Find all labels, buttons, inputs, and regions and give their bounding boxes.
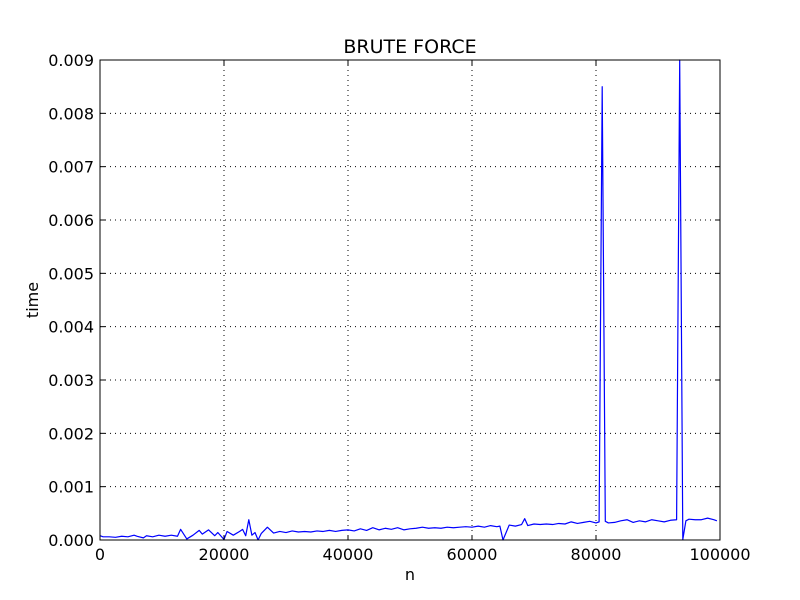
x-tick-label: 0: [95, 545, 105, 564]
x-tick-label: 60000: [447, 545, 498, 564]
y-tick-label: 0.000: [48, 531, 94, 550]
tick-layer: [99, 59, 721, 541]
y-tick-label: 0.006: [48, 211, 94, 230]
y-tick-label: 0.002: [48, 424, 94, 443]
y-tick-label: 0.003: [48, 371, 94, 390]
y-tick-label: 0.008: [48, 104, 94, 123]
y-tick-label: 0.007: [48, 158, 94, 177]
x-tick-label: 80000: [571, 545, 622, 564]
y-tick-label: 0.005: [48, 264, 94, 283]
y-axis-label: time: [23, 282, 42, 318]
y-tick-label: 0.009: [48, 51, 94, 70]
grid-layer: [100, 60, 720, 540]
x-axis-label: n: [405, 565, 415, 584]
x-tick-label: 20000: [199, 545, 250, 564]
x-tick-label: 40000: [323, 545, 374, 564]
x-tick-label: 100000: [689, 545, 750, 564]
y-tick-label: 0.001: [48, 478, 94, 497]
y-tick-label: 0.004: [48, 318, 94, 337]
plot-area: [100, 60, 720, 540]
series-layer: [99, 59, 718, 541]
chart-title: BRUTE FORCE: [343, 36, 476, 58]
series-line: [99, 59, 718, 541]
tick-label-layer: 0 20000 40000 60000 80000 100000 0.000 0.001 0.0…: [48, 51, 750, 564]
plot-frame: [99, 59, 721, 541]
